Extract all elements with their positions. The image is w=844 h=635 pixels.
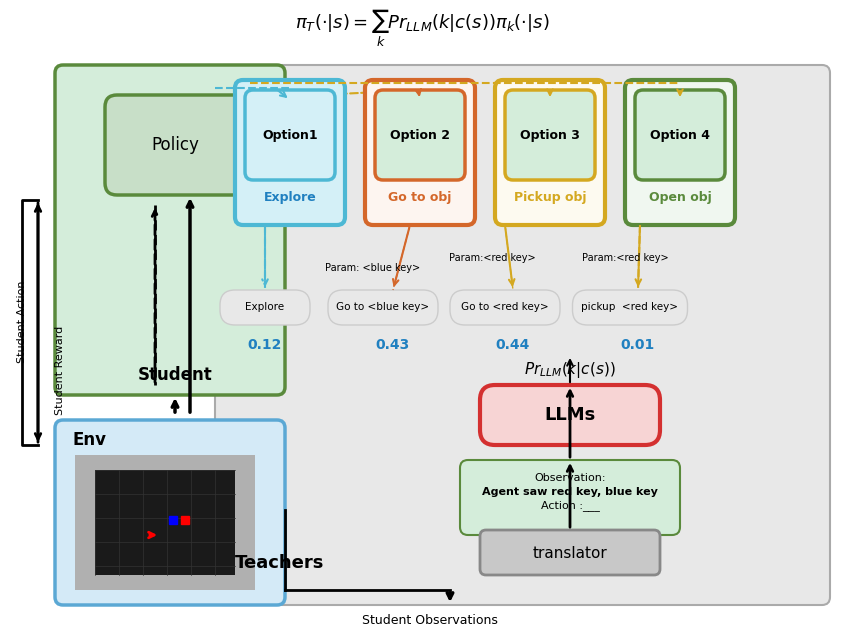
Text: Option 2: Option 2 [390, 128, 450, 142]
Text: Param: <blue key>: Param: <blue key> [326, 263, 420, 273]
Text: 0.44: 0.44 [495, 338, 530, 352]
Text: Student: Student [138, 366, 213, 384]
Text: Go to obj: Go to obj [388, 192, 452, 204]
Text: Student Reward: Student Reward [55, 325, 65, 415]
Text: Go to <blue key>: Go to <blue key> [337, 302, 430, 312]
Text: Policy: Policy [151, 136, 199, 154]
Text: Open obj: Open obj [649, 192, 711, 204]
FancyBboxPatch shape [625, 80, 735, 225]
Text: 0.01: 0.01 [621, 338, 655, 352]
FancyBboxPatch shape [105, 95, 245, 195]
FancyBboxPatch shape [220, 290, 310, 325]
Text: $Pr_{LLM}(k|c(s))$: $Pr_{LLM}(k|c(s))$ [524, 360, 616, 380]
FancyBboxPatch shape [55, 65, 285, 395]
Text: Observation:: Observation: [534, 473, 606, 483]
FancyBboxPatch shape [235, 80, 345, 225]
FancyBboxPatch shape [365, 80, 475, 225]
Text: Student Observations: Student Observations [362, 613, 498, 627]
Text: Param:<red key>: Param:<red key> [582, 253, 668, 263]
FancyBboxPatch shape [375, 90, 465, 180]
Text: Go to <red key>: Go to <red key> [461, 302, 549, 312]
Text: Student Action: Student Action [17, 281, 27, 363]
Text: pickup  <red key>: pickup <red key> [582, 302, 679, 312]
Text: Option1: Option1 [262, 128, 318, 142]
FancyBboxPatch shape [460, 460, 680, 535]
Text: Pickup obj: Pickup obj [514, 192, 587, 204]
Text: translator: translator [533, 545, 608, 561]
FancyBboxPatch shape [505, 90, 595, 180]
Text: 0.43: 0.43 [376, 338, 410, 352]
Text: Option 4: Option 4 [650, 128, 710, 142]
FancyBboxPatch shape [328, 290, 438, 325]
Text: Teachers: Teachers [235, 554, 325, 572]
Text: Env: Env [73, 431, 107, 449]
FancyBboxPatch shape [55, 420, 285, 605]
FancyBboxPatch shape [635, 90, 725, 180]
Text: Agent saw red key, blue key: Agent saw red key, blue key [482, 487, 658, 497]
Text: Explore: Explore [263, 192, 316, 204]
FancyBboxPatch shape [215, 65, 830, 605]
Text: Action :___: Action :___ [540, 500, 599, 511]
FancyBboxPatch shape [480, 530, 660, 575]
Text: Option 3: Option 3 [520, 128, 580, 142]
FancyBboxPatch shape [495, 80, 605, 225]
FancyBboxPatch shape [572, 290, 688, 325]
Bar [75, 455, 255, 590]
FancyBboxPatch shape [450, 290, 560, 325]
Text: Explore: Explore [246, 302, 284, 312]
Bar [95, 470, 235, 575]
FancyBboxPatch shape [245, 90, 335, 180]
Text: LLMs: LLMs [544, 406, 596, 424]
Text: Param:<red key>: Param:<red key> [449, 253, 535, 263]
FancyBboxPatch shape [480, 385, 660, 445]
Text: $\pi_T(\cdot|s) = \sum_k Pr_{LLM}(k|c(s))\pi_k(\cdot|s)$: $\pi_T(\cdot|s) = \sum_k Pr_{LLM}(k|c(s)… [295, 8, 549, 49]
Text: 0.12: 0.12 [248, 338, 282, 352]
